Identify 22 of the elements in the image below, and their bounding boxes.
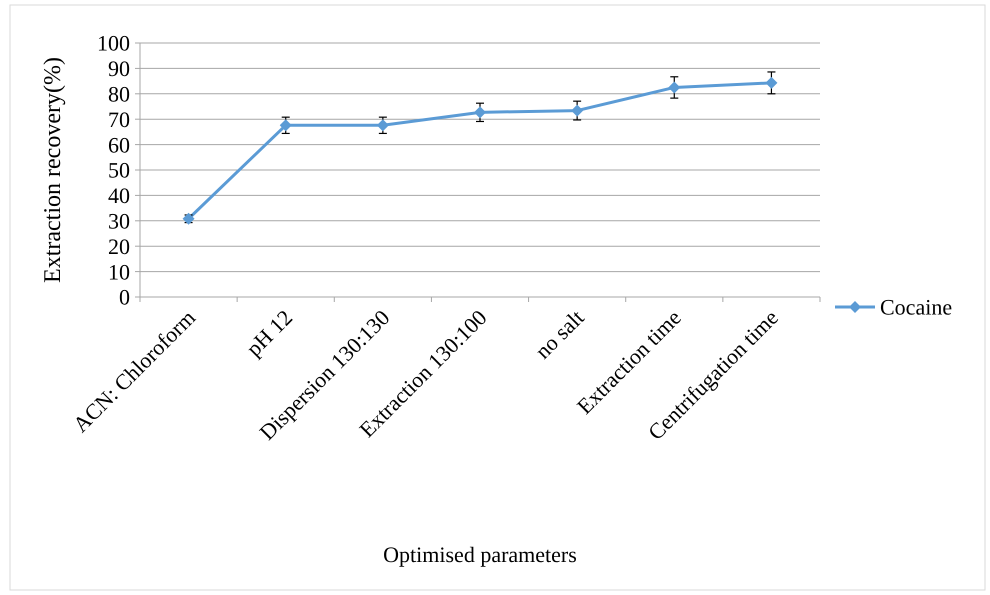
x-axis-title: Optimised parameters	[383, 542, 577, 567]
y-tick-label: 80	[108, 82, 130, 106]
y-tick-label: 20	[108, 234, 130, 259]
point	[376, 119, 389, 132]
y-tick-label: 0	[119, 284, 130, 310]
point	[765, 76, 778, 89]
y-tick-label: 100	[97, 30, 130, 56]
x-tick-label: no salt	[530, 304, 589, 364]
y-tick-label: 60	[108, 132, 130, 158]
y-tick-label: 90	[108, 56, 130, 82]
y-axis-title: Extraction recovery(%)	[40, 57, 66, 283]
y-tick-label: 10	[108, 259, 130, 284]
y-tick-label: 30	[108, 208, 130, 234]
legend-label: Cocaine	[880, 294, 952, 320]
x-tick-label: pH 12	[241, 304, 298, 361]
point	[474, 106, 486, 118]
y-tick-label: 40	[108, 183, 130, 208]
point	[668, 81, 680, 94]
y-tick-label: 70	[108, 106, 130, 132]
y-tick-label: 50	[108, 158, 130, 183]
point	[571, 104, 584, 117]
point	[280, 119, 292, 132]
